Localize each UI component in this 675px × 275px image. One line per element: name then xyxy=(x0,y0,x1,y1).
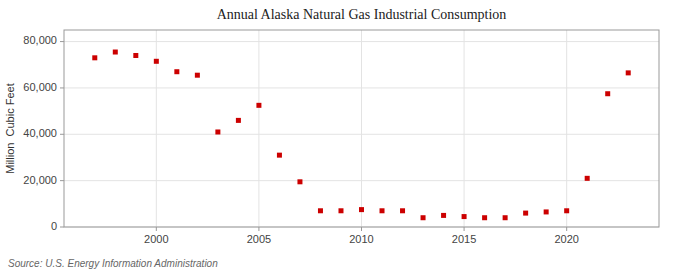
tick-label-x: 2005 xyxy=(247,233,271,245)
grid xyxy=(64,30,659,227)
point xyxy=(523,211,528,216)
grid-line-x xyxy=(258,30,259,227)
point xyxy=(92,55,97,60)
point xyxy=(113,50,118,55)
point xyxy=(236,118,241,123)
y-axis-label: Million Cubic Feet xyxy=(4,83,16,173)
tick-mark-y xyxy=(60,227,64,228)
tick-label-x: 2020 xyxy=(554,233,578,245)
point xyxy=(605,91,610,96)
tick-label-y: 60,000 xyxy=(23,81,57,93)
tick-mark-x xyxy=(361,227,362,231)
point xyxy=(277,153,282,158)
tick-label-y: 80,000 xyxy=(23,34,57,46)
point xyxy=(174,69,179,74)
tick-mark-x xyxy=(258,227,259,231)
point xyxy=(380,208,385,213)
source-note: Source: U.S. Energy Information Administ… xyxy=(8,258,218,269)
point xyxy=(400,208,405,213)
grid-line-x xyxy=(361,30,362,227)
chart-container: 0 20,000 40,000 60,000 80,000 2000 2005 2010 201… xyxy=(0,0,675,275)
point xyxy=(482,215,487,220)
tick-mark-x xyxy=(566,227,567,231)
ticks: 0 20,000 40,000 60,000 80,000 2000 2005 2010 201… xyxy=(23,34,579,245)
point xyxy=(318,208,323,213)
point xyxy=(256,103,261,108)
tick-mark-y xyxy=(60,180,64,181)
tick-label-x: 2000 xyxy=(144,233,168,245)
tick-mark-y xyxy=(60,87,64,88)
tick-label-y: 40,000 xyxy=(23,127,57,139)
tick-label-y: 20,000 xyxy=(23,174,57,186)
point xyxy=(133,53,138,58)
background xyxy=(0,0,675,275)
tick-label-x: 2015 xyxy=(452,233,476,245)
point xyxy=(338,208,343,213)
tick-label-y: 0 xyxy=(51,220,57,232)
tick-mark-x xyxy=(156,227,157,231)
point xyxy=(626,70,631,75)
point xyxy=(215,129,220,134)
point xyxy=(195,73,200,78)
point xyxy=(154,59,159,64)
point xyxy=(359,207,364,212)
points xyxy=(92,50,630,221)
point xyxy=(462,214,467,219)
point xyxy=(544,209,549,214)
tick-mark-y xyxy=(60,134,64,135)
grid-line-x xyxy=(566,30,567,227)
point xyxy=(585,176,590,181)
point xyxy=(503,215,508,220)
grid-line-x xyxy=(464,30,465,227)
point xyxy=(297,179,302,184)
point xyxy=(421,215,426,220)
chart-svg: 0 20,000 40,000 60,000 80,000 2000 2005 2010 201… xyxy=(0,0,675,275)
point xyxy=(441,213,446,218)
tick-label-x: 2010 xyxy=(349,233,373,245)
point xyxy=(564,208,569,213)
tick-mark-x xyxy=(464,227,465,231)
plot-frame xyxy=(64,30,659,227)
tick-mark-y xyxy=(60,41,64,42)
title: Annual Alaska Natural Gas Industrial Con… xyxy=(217,7,507,22)
